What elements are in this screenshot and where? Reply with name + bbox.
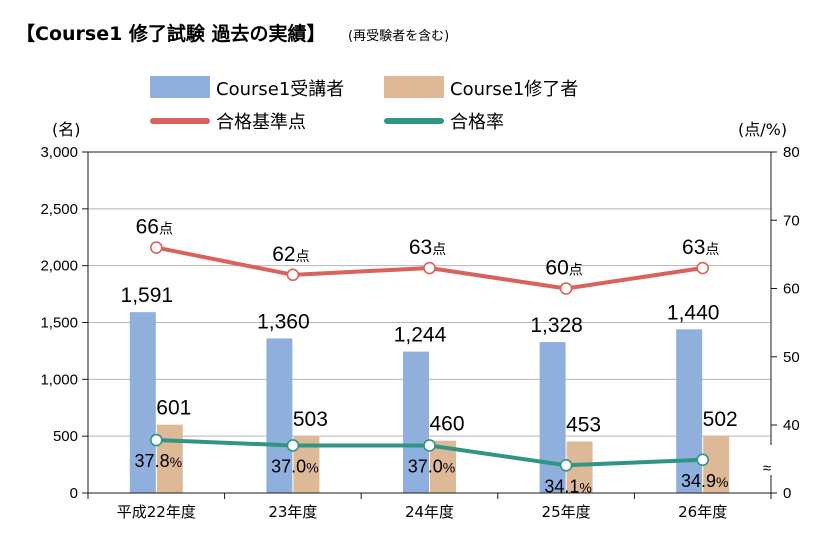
marker-passing-score (696, 261, 710, 275)
right-tick-label: 40 (783, 417, 800, 434)
left-tick-label: 0 (70, 485, 78, 502)
x-tick-label: 23年度 (268, 503, 317, 521)
data-label-enrollees: 1,244 (394, 324, 447, 347)
axis-break-symbol: ≈ (763, 460, 771, 477)
x-tick-label: 26年度 (678, 503, 727, 521)
bar-enrollees (129, 312, 156, 493)
legend-swatch-pass-rate (384, 118, 444, 124)
legend-swatch-passing-score (150, 118, 210, 124)
right-tick-label: 60 (783, 281, 800, 298)
right-tick-label: 70 (783, 212, 800, 229)
legend-swatch-enrollees (150, 76, 210, 98)
data-label-completers: 453 (566, 414, 601, 437)
legend-label-completers: Course1修了者 (450, 79, 578, 100)
left-tick-label: 1,500 (40, 315, 78, 332)
data-label-passing-score: 62点 (272, 243, 309, 266)
data-label-pass-rate: 37.0% (271, 456, 319, 476)
data-label-completers: 460 (429, 413, 464, 436)
marker-passing-score (423, 261, 436, 275)
left-tick-label: 1,000 (40, 371, 78, 388)
data-label-enrollees: 1,591 (121, 284, 174, 307)
right-tick-label: 0 (783, 485, 791, 502)
data-label-completers: 601 (156, 397, 191, 420)
data-label-enrollees: 1,440 (667, 301, 720, 324)
data-label-passing-score: 63点 (409, 236, 446, 259)
data-label-pass-rate: 37.0% (408, 456, 456, 476)
left-tick-label: 3,000 (40, 144, 78, 161)
data-label-enrollees: 1,360 (257, 310, 310, 333)
left-tick-label: 500 (53, 428, 78, 445)
right-tick-label: 80 (783, 144, 800, 161)
right-axis-unit: (点/%) (738, 120, 787, 139)
x-tick-label: 24年度 (405, 503, 454, 521)
data-label-passing-score: 63点 (682, 236, 719, 259)
bar-enrollees (539, 342, 566, 493)
marker-pass-rate (696, 453, 710, 467)
marker-pass-rate (423, 439, 436, 452)
data-label-completers: 502 (703, 408, 738, 431)
bar-enrollees (266, 338, 293, 493)
data-label-completers: 503 (293, 408, 328, 431)
bar-completers (703, 435, 730, 493)
data-label-enrollees: 1,328 (530, 314, 583, 337)
bar-enrollees (676, 329, 703, 493)
x-tick-label: 平成22年度 (117, 503, 196, 521)
data-label-passing-score: 66点 (136, 216, 173, 239)
left-axis-unit: (名) (52, 120, 81, 139)
legend-label-pass-rate: 合格率 (450, 112, 504, 133)
marker-pass-rate (150, 433, 163, 447)
marker-passing-score (150, 241, 163, 254)
data-label-pass-rate: 34.1% (544, 476, 592, 496)
bar-enrollees (403, 351, 429, 493)
legend-label-enrollees: Course1受講者 (216, 79, 344, 100)
marker-pass-rate (286, 439, 300, 452)
marker-passing-score (286, 268, 300, 282)
data-label-pass-rate: 37.8% (135, 451, 183, 471)
left-tick-label: 2,000 (40, 258, 78, 275)
chart-title: 【Course1 修了試験 過去の実績】 (16, 22, 326, 45)
marker-pass-rate (559, 458, 573, 472)
right-tick-label: 50 (783, 349, 800, 366)
legend: Course1受講者 Course1修了者 合格基準点 合格率 (150, 76, 578, 133)
data-label-pass-rate: 34.9% (681, 471, 729, 491)
x-tick-label: 25年度 (542, 503, 591, 521)
data-label-passing-score: 60点 (545, 257, 582, 280)
left-tick-label: 2,500 (40, 201, 78, 218)
chart-subtitle: (再受験者を含む) (348, 28, 449, 44)
legend-label-passing-score: 合格基準点 (216, 112, 306, 133)
marker-passing-score (559, 282, 573, 295)
legend-swatch-completers (384, 76, 444, 98)
